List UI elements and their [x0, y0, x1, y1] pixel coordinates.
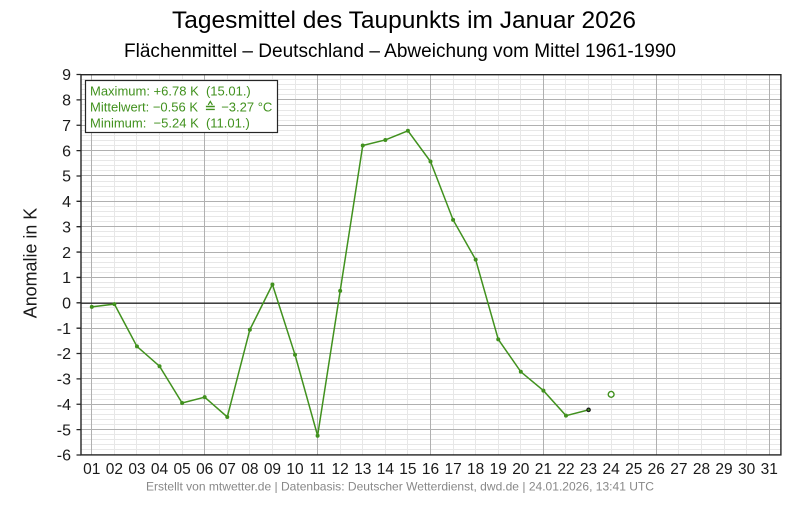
svg-text:29: 29: [715, 461, 732, 478]
svg-text:Maximum: +6.78 K (15.01.): Maximum: +6.78 K (15.01.): [90, 84, 251, 99]
svg-text:10: 10: [286, 461, 304, 478]
svg-text:Mittelwert: −0.56 K: Mittelwert: −0.56 K: [90, 99, 198, 114]
svg-text:1: 1: [62, 270, 71, 287]
svg-text:17: 17: [444, 461, 461, 478]
svg-text:7: 7: [62, 118, 71, 135]
svg-text:8: 8: [62, 93, 71, 110]
svg-text:31: 31: [761, 461, 778, 478]
svg-text:15: 15: [399, 461, 416, 478]
svg-text:Tagesmittel des Taupunkts im J: Tagesmittel des Taupunkts im Januar 2026: [172, 7, 636, 34]
svg-text:-1: -1: [57, 321, 71, 338]
svg-text:-5: -5: [57, 422, 71, 439]
svg-text:16: 16: [422, 461, 439, 478]
svg-text:08: 08: [241, 461, 258, 478]
svg-text:2: 2: [62, 245, 71, 262]
svg-text:26: 26: [648, 461, 665, 478]
svg-text:11: 11: [310, 461, 326, 478]
svg-text:-2: -2: [57, 346, 71, 363]
svg-text:18: 18: [467, 461, 484, 478]
svg-text:05: 05: [173, 461, 190, 478]
svg-text:03: 03: [128, 461, 145, 478]
svg-text:20: 20: [512, 461, 530, 478]
svg-text:06: 06: [196, 461, 213, 478]
svg-text:07: 07: [219, 461, 236, 478]
svg-text:30: 30: [738, 461, 756, 478]
svg-text:Erstellt von mtwetter.de | Dat: Erstellt von mtwetter.de | Datenbasis: D…: [146, 480, 654, 494]
svg-text:09: 09: [264, 461, 281, 478]
svg-text:19: 19: [490, 461, 507, 478]
svg-text:23: 23: [580, 461, 597, 478]
svg-text:9: 9: [62, 67, 71, 84]
svg-text:Anomalie in K: Anomalie in K: [21, 208, 41, 319]
svg-text:12: 12: [332, 461, 349, 478]
svg-text:Flächenmittel – Deutschland –: Flächenmittel – Deutschland – Abweichung…: [124, 41, 676, 62]
svg-text:3: 3: [62, 219, 71, 236]
svg-text:-4: -4: [57, 397, 71, 414]
svg-text:0: 0: [62, 296, 71, 313]
svg-text:6: 6: [62, 143, 71, 160]
svg-text:22: 22: [557, 461, 574, 478]
svg-text:Minimum: −5.24 K (11.01.): Minimum: −5.24 K (11.01.): [90, 115, 250, 130]
svg-text:01: 01: [83, 461, 100, 478]
svg-text:04: 04: [151, 461, 169, 478]
svg-text:14: 14: [377, 461, 395, 478]
svg-text:4: 4: [62, 194, 71, 211]
svg-text:21: 21: [535, 461, 552, 478]
svg-text:27: 27: [670, 461, 687, 478]
svg-text:25: 25: [625, 461, 642, 478]
svg-text:5: 5: [62, 169, 71, 186]
svg-text:13: 13: [354, 461, 371, 478]
svg-text:24: 24: [603, 461, 621, 478]
svg-text:−3.27 °C: −3.27 °C: [221, 99, 272, 114]
svg-text:02: 02: [106, 461, 123, 478]
svg-text:-3: -3: [57, 372, 71, 389]
svg-text:28: 28: [693, 461, 710, 478]
svg-text:-6: -6: [57, 448, 71, 465]
